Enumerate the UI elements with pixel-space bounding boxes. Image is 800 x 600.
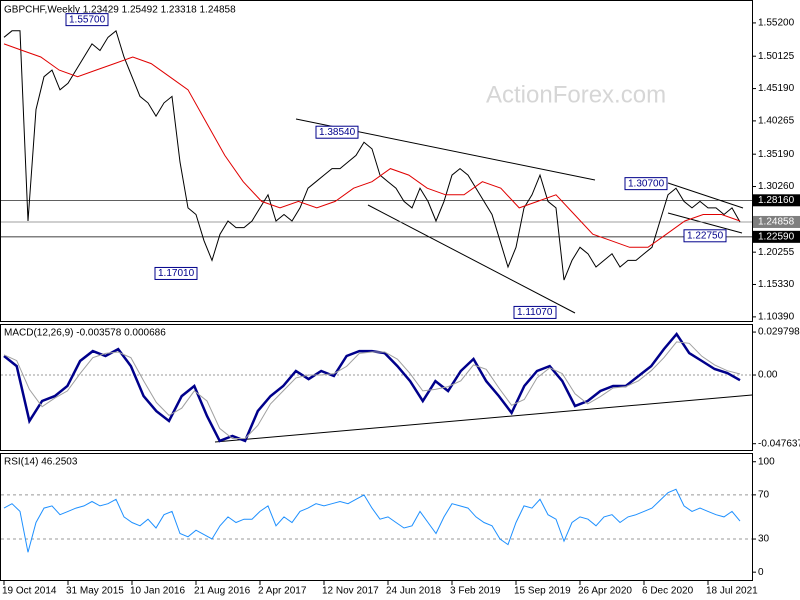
price-label-box [624,177,668,191]
trendline [367,204,576,314]
price-label-box [65,13,109,27]
series-line [3,332,741,443]
main-pane [0,0,753,322]
y-tick-label: 1.20255 [758,247,795,258]
y-tick-label: 1.10390 [758,312,795,323]
level-box [753,215,800,228]
y-tick-label: 1.15330 [758,279,795,290]
x-tick-label: 10 Jan 2016 [130,586,185,597]
x-tick-label: 21 Aug 2016 [194,586,251,597]
x-tick-label: 19 Oct 2014 [2,586,57,597]
level-box [753,230,800,243]
rsi-title: RSI(14) 46.2503 [4,457,78,468]
level-label: 1.28160 [758,195,795,206]
series-line [3,488,741,553]
price-label: 1.17010 [158,268,195,279]
x-tick-label: 12 Nov 2017 [322,586,379,597]
trendlines [214,118,753,443]
macd-title: MACD(12,26,9) -0.003578 0.000686 [4,328,166,339]
y-tick-label: 1.40265 [758,116,795,127]
level-label: 1.22590 [758,231,795,242]
price-label-box [315,125,359,139]
x-tick-label: 15 Sep 2019 [514,586,571,597]
y-tick-label: -0.047637 [758,438,800,449]
y-tick-label: 100 [758,456,775,467]
price-label: 1.11070 [517,307,553,318]
price-label-box [683,229,727,243]
trendline [667,182,744,209]
watermark: ActionForex.com [486,81,666,108]
x-tick-label: 31 May 2015 [66,586,124,597]
x-tick-label: 6 Dec 2020 [642,586,694,597]
y-tick-label: 1.35190 [758,149,795,160]
y-tick-label: 30 [758,534,770,545]
y-tick-label: 70 [758,490,770,501]
series-line [3,29,741,281]
price-label-box [154,266,198,280]
y-tick-label: 1.45190 [758,83,795,94]
y-tick-label: 0.029798 [758,327,800,338]
x-tick-label: 24 Jun 2018 [386,586,441,597]
series-line [3,341,741,439]
level-label: 1.24858 [758,217,795,228]
y-tick-label: 0 [758,567,764,578]
x-tick-label: 3 Feb 2019 [450,586,501,597]
price-label: 1.55700 [69,14,106,25]
rsi-pane [0,453,753,581]
x-tick-label: 26 Apr 2020 [578,586,632,597]
trendline [214,394,753,443]
x-tick-label: 18 Jul 2021 [706,586,758,597]
macd-pane [0,324,753,451]
price-label: 1.22750 [687,230,724,241]
price-label: 1.30700 [628,178,665,189]
y-tick-label: 1.30260 [758,181,795,192]
series-line [3,43,741,248]
price-label: 1.38540 [319,127,356,138]
price-label-box [513,305,557,319]
trendline [667,212,743,234]
y-tick-label: 1.50125 [758,51,795,62]
x-tick-label: 2 Apr 2017 [258,586,307,597]
price-title: GBPCHF,Weekly 1.23429 1.25492 1.23318 1.… [4,5,236,16]
y-tick-label: 0.00 [758,370,778,381]
level-box [753,194,800,207]
y-tick-label: 1.55200 [758,18,795,29]
